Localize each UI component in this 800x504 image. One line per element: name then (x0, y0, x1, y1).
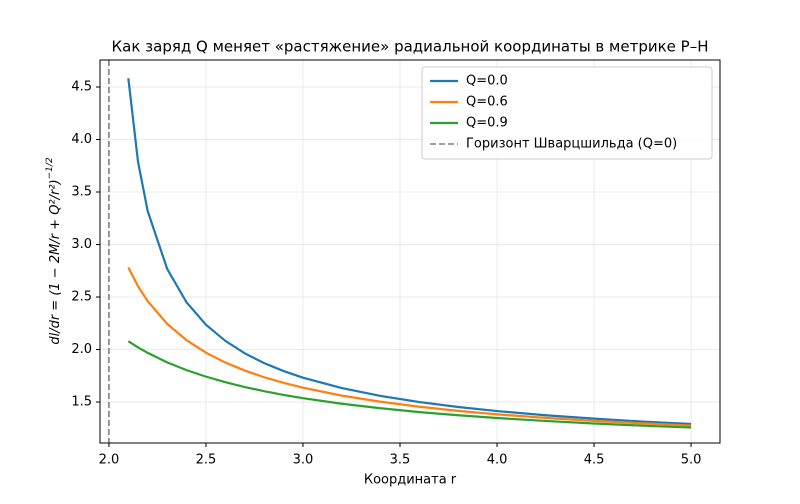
line-series (127, 340, 692, 429)
line-series (127, 266, 692, 427)
y-axis-label: dl/dr = (1 − 2M/r + Q²/r²)−1/2 (45, 157, 63, 345)
x-tick-label: 4.0 (487, 453, 508, 468)
y-tick-label: 3.5 (71, 185, 92, 200)
x-axis-label: Координата r (364, 473, 457, 488)
y-tick-label: 4.5 (71, 79, 92, 94)
x-tick-label: 5.0 (681, 453, 702, 468)
y-tick-label: 4.0 (71, 132, 92, 147)
plot-frame (99, 59, 721, 444)
y-tick-label: 1.5 (71, 395, 92, 410)
y-axis-label-exponent: −1/2 (45, 157, 55, 179)
legend-label: Q=0.0 (466, 74, 508, 89)
legend-label: Горизонт Шварцшильда (Q=0) (466, 137, 677, 152)
line-series (127, 78, 692, 426)
y-tick-label: 3.0 (71, 237, 92, 252)
legend-box (421, 66, 713, 160)
y-tick-label: 2.0 (71, 342, 92, 357)
legend-label: Q=0.9 (466, 116, 508, 131)
x-tick-label: 4.5 (584, 453, 605, 468)
x-tick-label: 3.5 (390, 453, 411, 468)
y-axis-label-base: dl/dr = (1 − 2M/r + Q²/r²) (48, 179, 63, 344)
chart-title: Как заряд Q меняет «растяжение» радиальн… (112, 38, 709, 56)
y-tick-label: 2.5 (71, 290, 92, 305)
x-tick-label: 3.0 (293, 453, 314, 468)
x-tick-label: 2.5 (196, 453, 217, 468)
x-tick-label: 2.0 (99, 453, 120, 468)
legend-label: Q=0.6 (466, 95, 508, 110)
